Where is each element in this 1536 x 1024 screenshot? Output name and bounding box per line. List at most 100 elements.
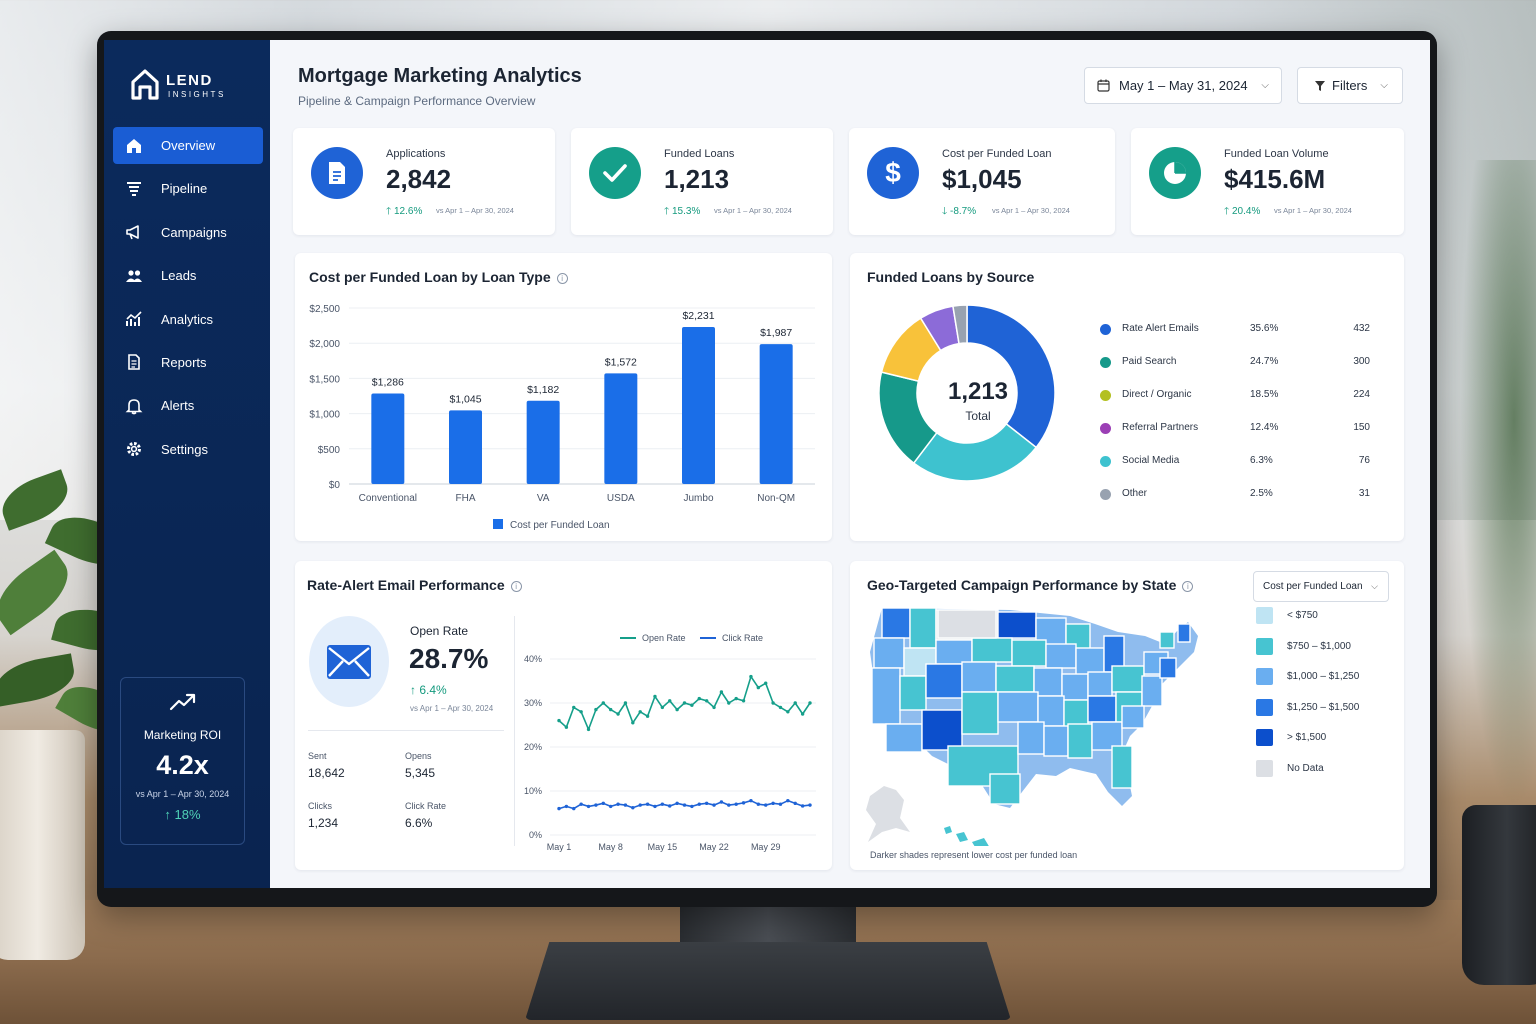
kpi-value: $1,045	[942, 164, 1022, 194]
sidebar-item-label: Campaigns	[161, 224, 227, 240]
kpi-card-applications[interactable]: Applications 2,842 🡑 12.6% vs Apr 1 – Ap…	[293, 128, 555, 235]
state-shape[interactable]	[1121, 705, 1145, 729]
bar[interactable]	[371, 393, 405, 484]
series-point	[594, 803, 598, 807]
bar-value-label: $1,987	[760, 327, 792, 339]
bar[interactable]	[604, 373, 638, 484]
state-shape[interactable]	[995, 665, 1035, 693]
kpi-card-funded-loans[interactable]: Funded Loans 1,213 🡑 15.3% vs Apr 1 – Ap…	[571, 128, 833, 235]
map-footnote: Darker shades represent lower cost per f…	[870, 850, 1078, 860]
series-point	[771, 801, 775, 806]
state-shape[interactable]	[1159, 631, 1175, 649]
info-icon[interactable]: i	[510, 581, 522, 592]
series-point	[741, 801, 746, 805]
state-shape[interactable]	[1087, 671, 1113, 697]
series-point	[557, 806, 561, 811]
brand-logo[interactable]: LEND INSIGHTS	[130, 68, 250, 102]
state-shape[interactable]	[1141, 675, 1163, 707]
divider-vertical	[514, 616, 515, 846]
state-shape[interactable]	[873, 637, 905, 669]
info-icon[interactable]: i	[556, 273, 568, 284]
map-metric-select[interactable]: Cost per Funded Loan ⌵	[1253, 571, 1389, 602]
series-point	[778, 705, 783, 710]
state-shape[interactable]	[961, 661, 997, 693]
legend-row[interactable]: Referral Partners 12.4% 150	[1100, 421, 1370, 437]
plant-pot	[0, 730, 85, 960]
donut-slice[interactable]	[966, 304, 1056, 449]
sidebar-item-alerts[interactable]: Alerts	[113, 387, 263, 424]
series-point	[675, 801, 679, 806]
state-shape[interactable]	[1111, 665, 1145, 693]
state-shape[interactable]	[1043, 725, 1069, 757]
series-point	[734, 696, 738, 701]
state-shape[interactable]	[921, 709, 963, 751]
x-tick-label: VA	[537, 493, 550, 504]
kpi-card-cost-per-funded-loan[interactable]: $ Cost per Funded Loan $1,045 🡓 -8.7% vs…	[849, 128, 1115, 235]
x-tick-label: May 22	[699, 842, 729, 852]
state-shape[interactable]	[1011, 639, 1047, 667]
state-shape[interactable]	[1037, 695, 1065, 727]
sidebar-item-settings[interactable]: Settings	[113, 431, 263, 468]
state-shape[interactable]	[1061, 673, 1089, 701]
sidebar-item-campaigns[interactable]: Campaigns	[113, 214, 263, 251]
sidebar-item-label: Analytics	[161, 311, 214, 327]
sidebar-item-reports[interactable]: Reports	[113, 344, 263, 381]
donut-slice[interactable]	[952, 304, 968, 345]
state-shape[interactable]	[961, 691, 999, 735]
state-shape[interactable]	[1159, 657, 1177, 679]
state-hawaii[interactable]	[944, 826, 990, 846]
filters-button[interactable]: Filters ⌵	[1297, 67, 1403, 104]
state-shape[interactable]	[909, 607, 937, 649]
legend-label: > $1,500	[1287, 732, 1327, 744]
state-shape[interactable]	[871, 667, 901, 725]
stat-click-rate: Click Rate 6.6%	[405, 801, 447, 830]
state-shape[interactable]	[1045, 643, 1077, 669]
series-point	[697, 802, 701, 806]
legend-row[interactable]: Other 2.5% 31	[1100, 487, 1370, 503]
sidebar-item-label: Alerts	[161, 398, 195, 414]
state-shape[interactable]	[989, 773, 1021, 805]
legend-row[interactable]: Social Media 6.3% 76	[1100, 454, 1370, 470]
legend-percent: 6.3%	[1250, 455, 1273, 466]
state-shape[interactable]	[1087, 695, 1117, 723]
sidebar-item-analytics[interactable]: Analytics	[113, 301, 263, 338]
dollar-icon: $	[885, 157, 901, 188]
series-point	[601, 801, 605, 806]
date-range-picker[interactable]: May 1 – May 31, 2024 ⌵	[1084, 67, 1282, 104]
state-shape[interactable]	[971, 637, 1013, 663]
legend-name: Other	[1122, 488, 1148, 499]
legend-dot	[1100, 423, 1111, 434]
legend-row[interactable]: Paid Search 24.7% 300	[1100, 355, 1370, 371]
series-point	[586, 727, 591, 732]
info-icon[interactable]: i	[1182, 581, 1194, 592]
geo-campaign-card: Geo-Targeted Campaign Performance by Sta…	[850, 561, 1404, 870]
state-shape[interactable]	[937, 609, 997, 639]
rate-alert-email-card: Rate-Alert Email Performance i Open Rate …	[295, 561, 832, 870]
state-shape[interactable]	[935, 639, 973, 665]
sidebar-item-overview[interactable]: Overview	[113, 127, 263, 164]
state-alaska[interactable]	[866, 786, 910, 842]
bar[interactable]	[526, 400, 560, 484]
sidebar-item-label: Reports	[161, 354, 207, 370]
bar[interactable]	[449, 410, 482, 484]
state-shape[interactable]	[1017, 721, 1045, 755]
state-shape[interactable]	[1111, 745, 1133, 789]
sidebar-item-leads[interactable]: Leads	[113, 257, 263, 294]
state-shape[interactable]	[997, 611, 1037, 639]
bar[interactable]	[759, 344, 793, 484]
legend-dot	[1100, 324, 1111, 335]
y-tick-label: $1,500	[309, 374, 340, 385]
legend-row[interactable]: Rate Alert Emails 35.6% 432	[1100, 322, 1370, 338]
state-shape[interactable]	[997, 691, 1039, 723]
state-shape[interactable]	[1067, 723, 1093, 759]
kpi-card-funded-loan-volume[interactable]: Funded Loan Volume $415.6M 🡑 20.4% vs Ap…	[1131, 128, 1404, 235]
state-shape[interactable]	[1177, 623, 1191, 643]
state-shape[interactable]	[881, 607, 911, 639]
state-shape[interactable]	[925, 663, 963, 699]
bar[interactable]	[682, 326, 715, 484]
legend-label: $1,000 – $1,250	[1287, 671, 1360, 683]
state-shape[interactable]	[885, 723, 923, 753]
sidebar-item-pipeline[interactable]: Pipeline	[113, 170, 263, 207]
legend-row[interactable]: Direct / Organic 18.5% 224	[1100, 388, 1370, 404]
state-shape[interactable]	[899, 675, 927, 711]
